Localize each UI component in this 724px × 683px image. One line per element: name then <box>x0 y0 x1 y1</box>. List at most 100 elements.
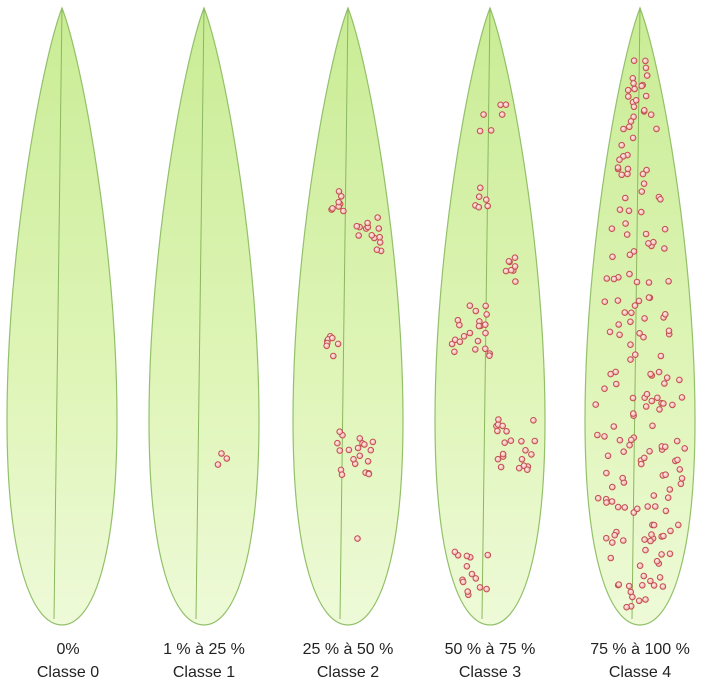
lesion-spot <box>498 102 504 108</box>
lesion-spot <box>483 346 489 352</box>
lesion-spot <box>616 582 622 588</box>
lesion-spot <box>641 573 647 579</box>
lesion-spot <box>644 73 650 79</box>
lesion-spot <box>477 585 483 591</box>
lesion-spot <box>622 310 628 316</box>
lesion-spot <box>336 199 342 205</box>
lesion-spot <box>330 335 336 341</box>
lesion-spot <box>675 457 681 463</box>
lesion-spot <box>628 119 634 125</box>
lesion-spot <box>657 407 663 413</box>
lesion-spot <box>616 322 622 328</box>
lesion-spot <box>627 442 633 448</box>
lesion-spot <box>643 65 649 71</box>
lesion-spot <box>374 247 380 253</box>
lesion-spot <box>646 280 652 286</box>
lesion-spot <box>636 598 642 604</box>
lesion-spot <box>628 357 634 363</box>
lesion-spot <box>646 241 652 247</box>
lesion-spot <box>595 432 601 438</box>
lesion-spot <box>512 264 518 270</box>
lesion-spot <box>633 98 639 104</box>
lesion-spot <box>676 522 682 528</box>
lesion-spot <box>346 447 352 453</box>
lesion-spot <box>523 448 529 454</box>
lesion-spot <box>627 124 633 130</box>
lesion-spot <box>661 533 667 539</box>
class-label: Classe 0 <box>37 664 99 681</box>
lesion-spot <box>613 369 619 375</box>
leaf-diagram: 0%Classe 01 % à 25 %Classe 125 % à 50 %C… <box>0 0 724 683</box>
lesion-spot <box>503 102 509 108</box>
lesion-spot <box>661 401 667 407</box>
lesion-spot <box>625 166 631 172</box>
lesion-spot <box>607 329 613 335</box>
lesion-spot <box>485 552 491 558</box>
lesion-spot <box>666 279 672 285</box>
lesion-spot <box>366 471 372 477</box>
lesion-spot <box>642 108 648 114</box>
lesion-spot <box>648 112 654 118</box>
lesion-spot <box>631 104 637 110</box>
lesion-spot <box>460 579 466 585</box>
lesion-spot <box>677 467 683 473</box>
lesion-spot <box>657 575 663 581</box>
lesion-spot <box>483 330 489 336</box>
lesion-spot <box>355 445 361 451</box>
lesion-spot <box>215 462 221 468</box>
lesion-spot <box>628 319 634 325</box>
lesion-spot <box>624 604 630 610</box>
lesion-spot <box>351 457 357 463</box>
lesion-spot <box>619 142 625 148</box>
lesion-spot <box>662 381 668 387</box>
lesion-spot <box>476 204 482 210</box>
lesion-spot <box>641 334 647 340</box>
lesion-spot <box>658 353 664 359</box>
lesion-spot <box>611 424 617 430</box>
lesion-spot <box>631 58 637 64</box>
lesion-spot <box>355 536 361 542</box>
lesion-spot <box>354 223 360 229</box>
lesion-spot <box>357 453 363 459</box>
lesion-spot <box>339 472 345 478</box>
lesion-spot <box>476 323 482 329</box>
lesion-spot <box>513 279 519 285</box>
lesion-spot <box>654 558 660 564</box>
leaf <box>435 8 545 625</box>
lesion-spot <box>519 457 525 463</box>
lesion-spot <box>642 455 648 461</box>
lesion-spot <box>604 276 610 282</box>
lesion-spot <box>483 322 489 328</box>
lesion-spot <box>643 597 649 603</box>
lesion-spot <box>626 208 632 214</box>
lesion-spot <box>665 495 671 501</box>
lesion-spot <box>651 522 657 528</box>
lesion-spot <box>608 555 614 561</box>
lesion-spot <box>519 439 525 445</box>
lesion-spot <box>645 504 651 510</box>
class-label: Classe 1 <box>173 664 235 681</box>
lesion-spot <box>483 303 489 309</box>
lesion-spot <box>503 268 509 274</box>
lesion-spot <box>593 402 599 408</box>
lesion-spot <box>496 417 502 423</box>
lesion-spot <box>653 504 659 510</box>
percent-label: 0% <box>56 641 79 658</box>
lesion-spot <box>499 112 505 118</box>
lesion-spot <box>622 505 628 511</box>
lesion-spot <box>666 328 672 334</box>
lesion-spot <box>660 584 666 590</box>
lesion-spot <box>465 589 471 595</box>
lesion-spot <box>649 398 655 404</box>
lesion-spot <box>682 446 688 452</box>
lesion-spot <box>337 429 343 435</box>
lesion-spot <box>356 233 362 239</box>
lesion-spot <box>476 194 482 200</box>
lesion-spot <box>648 371 654 377</box>
lesion-spot <box>670 402 676 408</box>
lesion-spot <box>611 276 617 282</box>
lesion-spot <box>495 428 501 434</box>
lesion-spot <box>336 189 342 195</box>
lesion-spot <box>658 197 664 203</box>
lesion-spot <box>626 583 632 589</box>
